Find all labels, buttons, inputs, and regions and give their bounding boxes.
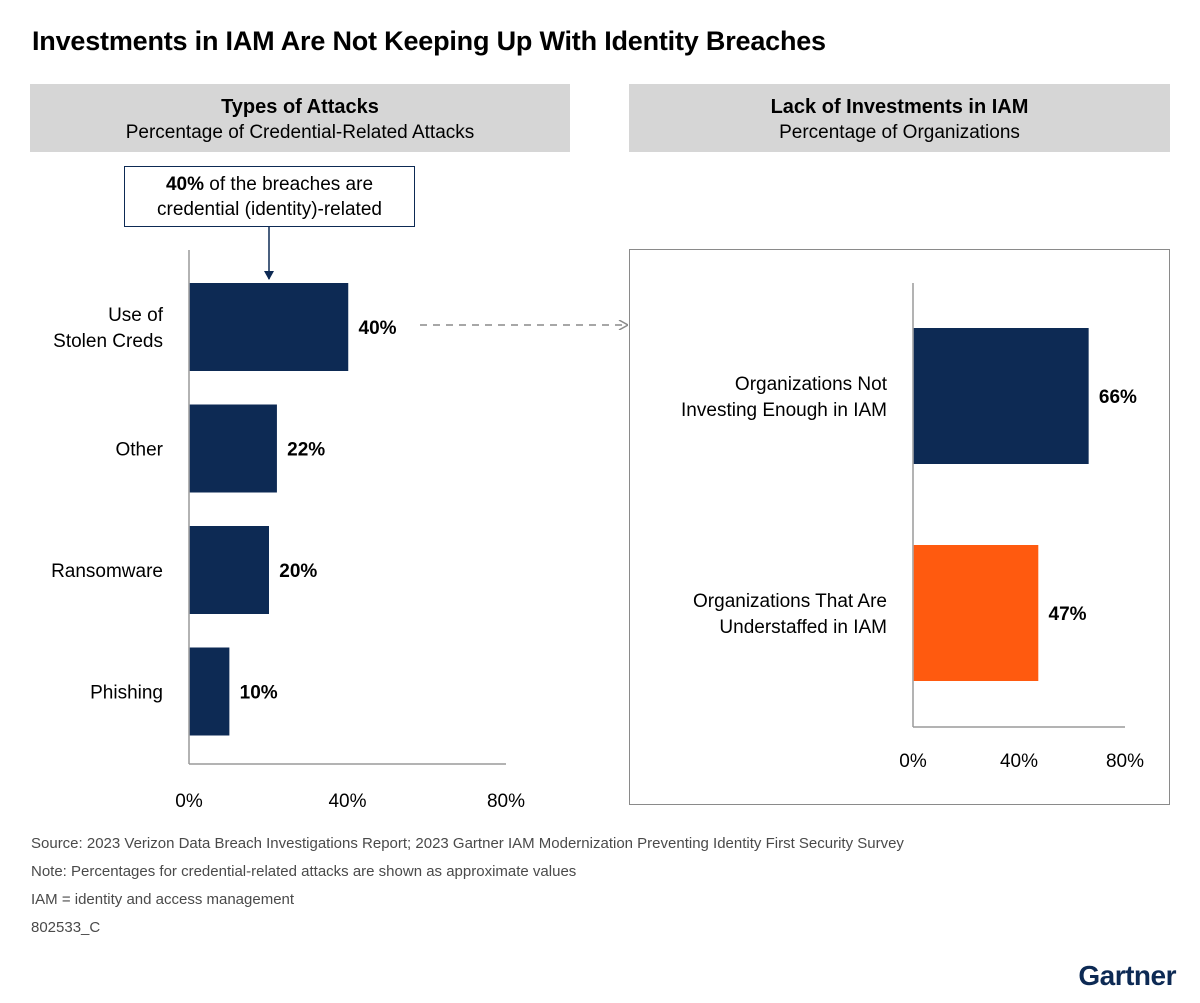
category-label: Organizations Not Investing Enough in IAM (681, 374, 888, 421)
x-tick-label: 80% (487, 791, 525, 812)
value-label: 20% (279, 561, 317, 582)
right-panel-subtitle: Percentage of Organizations (779, 122, 1020, 143)
x-tick-label: 0% (899, 751, 927, 772)
value-label: 47% (1049, 604, 1087, 625)
x-tick-label: 40% (328, 791, 366, 812)
x-tick-label: 0% (175, 791, 203, 812)
callout-line2: credential (identity)-related (157, 199, 382, 220)
category-label: Phishing (90, 683, 163, 704)
right-panel-header: Lack of Investments in IAM Percentage of… (629, 84, 1170, 152)
bar (189, 283, 349, 371)
bar (913, 328, 1089, 464)
footer-note: Note: Percentages for credential-related… (31, 863, 577, 880)
page-title: Investments in IAM Are Not Keeping Up Wi… (32, 26, 826, 56)
callout-box: 40% of the breaches are credential (iden… (124, 166, 415, 227)
bar (189, 647, 230, 736)
right-bar-chart: 66% Organizations Not Investing Enough in … (681, 283, 1144, 772)
footer-source: Source: 2023 Verizon Data Breach Investi… (31, 835, 904, 852)
bar (189, 526, 269, 614)
footer-abbreviation: IAM = identity and access management (31, 891, 295, 908)
category-label: Other (115, 440, 163, 461)
x-tick-label: 80% (1106, 751, 1144, 772)
footer-code: 802533_C (31, 919, 101, 936)
right-chart-frame (629, 249, 1170, 805)
category-label: Ransomware (51, 561, 163, 582)
category-label: Organizations That Are Understaffed in IA… (693, 591, 887, 638)
left-panel-title: Types of Attacks (221, 96, 379, 118)
bar (913, 545, 1039, 681)
value-label: 66% (1099, 387, 1137, 408)
category-label: Use of Stolen Creds (53, 305, 164, 352)
left-panel-header: Types of Attacks Percentage of Credentia… (30, 84, 570, 152)
value-label: 10% (240, 683, 278, 704)
value-label: 22% (287, 440, 325, 461)
right-panel-title: Lack of Investments in IAM (770, 96, 1029, 118)
left-panel-subtitle: Percentage of Credential-Related Attacks (125, 122, 475, 143)
x-tick-label: 40% (1000, 751, 1038, 772)
left-bar-chart: 40% Use of Stolen Creds 22% Other 20% Ransomwa… (51, 250, 525, 812)
gartner-logo: Gartner (1078, 960, 1176, 991)
value-label: 40% (359, 318, 397, 339)
bar (189, 404, 277, 493)
callout-percent: 40% (165, 174, 205, 195)
footer-notes: Source: 2023 Verizon Data Breach Investi… (31, 830, 904, 942)
callout-line1: of the breaches are (204, 174, 374, 195)
